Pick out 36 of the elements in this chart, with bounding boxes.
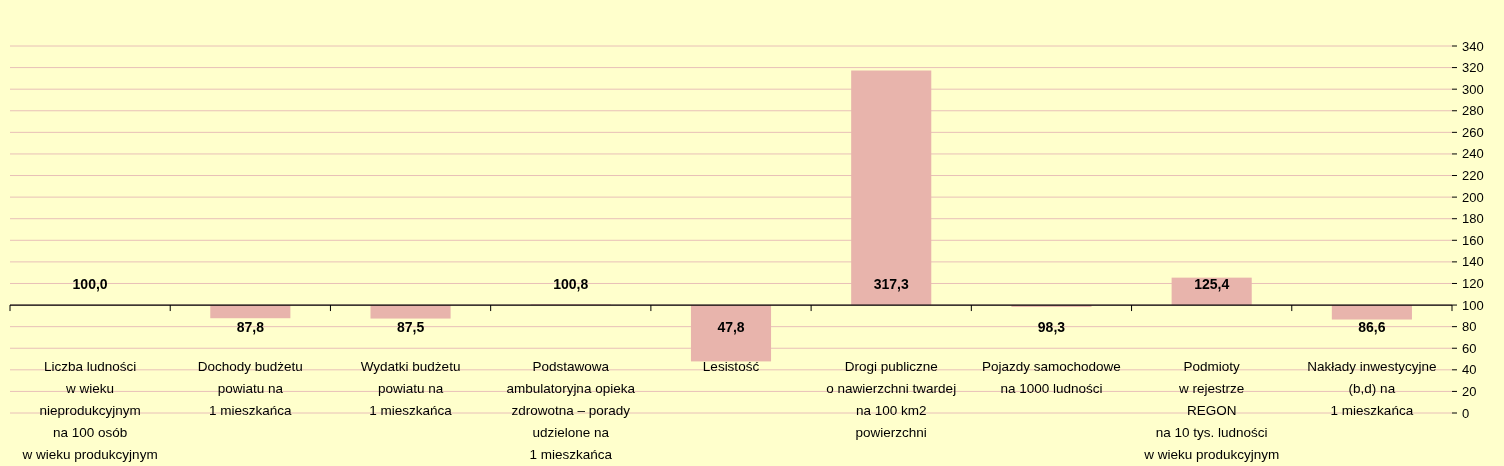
- y-tick-label: 0: [1462, 405, 1470, 421]
- data-label: 317,3: [873, 276, 909, 293]
- y-tick-label: 200: [1462, 189, 1484, 205]
- data-label: 100,0: [72, 276, 108, 293]
- y-tick-label: 80: [1462, 319, 1477, 335]
- y-tick-label: 340: [1462, 38, 1484, 54]
- y-tick-label: 260: [1462, 124, 1484, 140]
- x-tick-label: Drogi publiczne o nawierzchni twardej na 100 km2 powierzchni: [826, 359, 957, 441]
- y-tick-label: 320: [1462, 60, 1484, 76]
- y-tick-label: 100: [1462, 297, 1484, 313]
- y-tick-label: 60: [1462, 340, 1477, 356]
- data-label: 47,8: [717, 319, 745, 336]
- y-tick-label: 220: [1462, 168, 1484, 184]
- y-tick-label: 40: [1462, 362, 1477, 378]
- x-tick-label: Podstawowa ambulatoryjna opieka zdrowotna – porady udzielone na 1 mieszkańca: [506, 359, 636, 463]
- data-label: 87,8: [236, 319, 265, 336]
- x-tick-label: Dochody budżetu powiatu na 1 mieszkańca: [197, 359, 303, 419]
- y-tick-label: 20: [1462, 383, 1477, 399]
- data-label: 98,3: [1037, 319, 1066, 336]
- x-tick-label: Pojazdy samochodowe na 1000 ludności: [982, 359, 1121, 397]
- data-label: 125,4: [1194, 276, 1230, 293]
- x-tick-label: Liczba ludności w wieku nieprodukcyjnym na 100 osób w wieku produkcyjnym: [21, 359, 158, 463]
- data-label: 100,8: [553, 276, 589, 293]
- y-tick-label: 300: [1462, 81, 1484, 97]
- x-tick-label: Wydatki budżetu powiatu na 1 mieszkańca: [360, 359, 461, 419]
- x-tick-label: Podmioty w rejestrze REGON na 10 tys. ludności w wieku produkcyjnym: [1143, 359, 1280, 463]
- data-label: 87,5: [396, 319, 425, 336]
- x-tick-label: Lesistość: [702, 359, 760, 375]
- y-tick-label: 140: [1462, 254, 1484, 270]
- y-tick-label: 240: [1462, 146, 1484, 162]
- x-tick-label: Nakłady inwestycyjne (b,d) na 1 mieszkańca: [1307, 359, 1437, 419]
- y-tick-label: 280: [1462, 103, 1484, 119]
- y-tick-label: 160: [1462, 232, 1484, 248]
- y-tick-label: 120: [1462, 276, 1484, 292]
- y-tick-label: 180: [1462, 211, 1484, 227]
- data-label: 86,6: [1358, 319, 1386, 336]
